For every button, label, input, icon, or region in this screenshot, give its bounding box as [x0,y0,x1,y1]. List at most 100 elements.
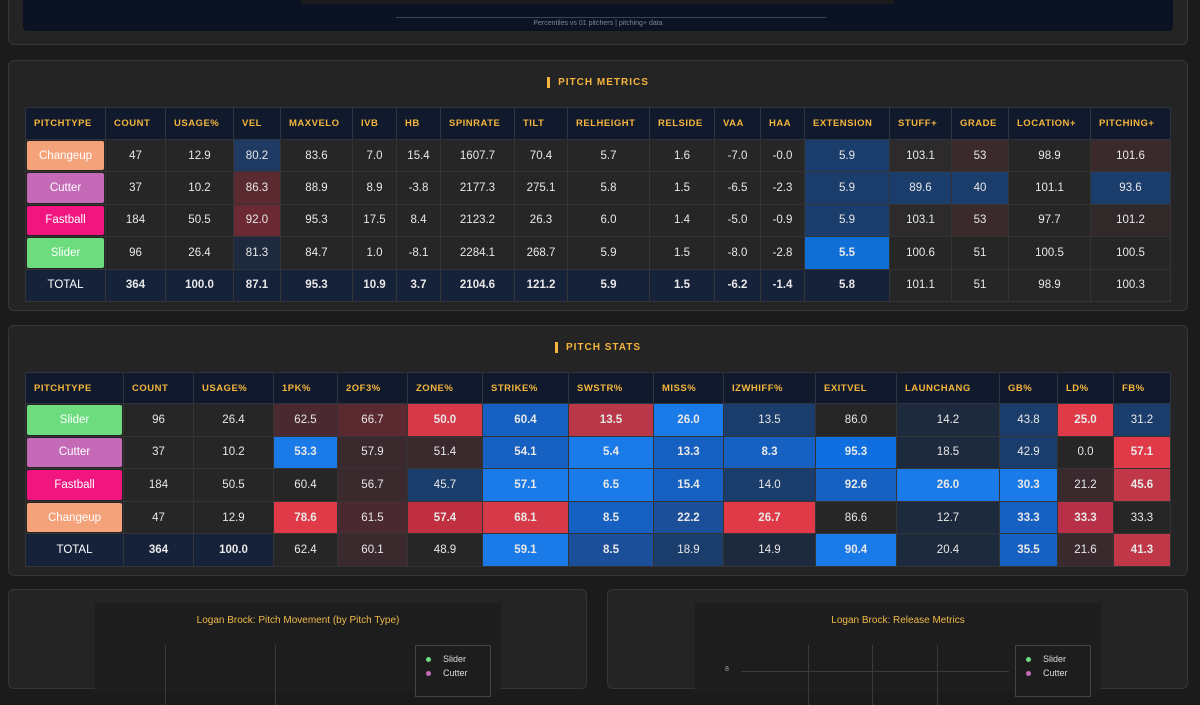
column-header: IVB [352,107,397,140]
table-cell: 100.0 [193,533,274,567]
table-cell: 18.5 [896,435,1000,470]
table-cell: 95.3 [280,203,353,238]
column-header: ZONE% [407,372,483,404]
table-cell: 10.2 [165,171,234,205]
table-cell: 96 [123,403,194,437]
table-cell: 184 [123,468,194,502]
table-cell: 8.5 [568,500,654,535]
column-header: VAA [714,107,761,140]
panel-title-text: PITCH STATS [554,342,642,353]
pitch-type-cell: Slider [25,236,106,270]
table-cell: 45.6 [1113,468,1171,502]
table-cell: 5.8 [804,268,890,302]
legend-entry: Cutter [416,666,490,680]
table-cell: 80.2 [233,138,281,173]
column-header: HB [396,107,441,140]
legend-label: Cutter [1043,668,1068,678]
table-cell: 42.9 [999,435,1058,470]
table-cell: 25.0 [1057,403,1114,437]
grid-line [741,671,1009,672]
table-cell: 93.6 [1090,171,1171,205]
table-cell: 43.8 [999,403,1058,437]
table-cell: 8.5 [568,533,654,567]
table-cell: 5.8 [567,171,650,205]
divider [396,17,826,18]
chart-area: Logan Brock: Release Metrics 8 Slider Cut… [695,603,1101,705]
table-cell: 57.1 [482,468,569,502]
table-cell: 26.4 [165,236,234,270]
table-cell: 14.9 [723,533,816,567]
table-row: Fastball 184 50.5 60.4 56.7 45.7 57.1 6.5 15.4 14… [25,468,1171,502]
pitch-type-label: Slider [27,405,122,435]
table-cell: 1.4 [649,203,715,238]
column-header: MAXVELO [280,107,353,140]
pitch-type-cell: Changeup [25,138,106,173]
note: Percentiles vs 01 pitchers | pitching+ d… [533,20,663,27]
table-cell: 70.4 [514,138,568,173]
table-cell: 87.1 [233,268,281,302]
table-cell: 5.9 [804,138,890,173]
table-cell: -7.0 [714,138,761,173]
table-cell: 22.2 [653,500,724,535]
table-cell: 103.1 [889,138,952,173]
legend: Slider Cutter [415,645,491,697]
table-cell: 1.0 [352,236,397,270]
column-header: LD% [1057,372,1114,404]
table-cell: -2.8 [760,236,805,270]
table-cell: 45.7 [407,468,483,502]
summary-image [301,0,894,4]
table-cell: 3.7 [396,268,441,302]
table-cell: 90.4 [815,533,897,567]
chart-area: Logan Brock: Pitch Movement (by Pitch Ty… [95,603,501,705]
pitch-type-cell: Cutter [25,171,106,205]
column-header: GRADE [951,107,1009,140]
panel-title: PITCH METRICS [9,77,1187,88]
table-cell: 37 [123,435,194,470]
table-cell: 26.4 [193,403,274,437]
table-cell: 61.5 [337,500,408,535]
legend: Slider Cutter [1015,645,1091,697]
column-header: VEL [233,107,281,140]
pitch-type-cell: TOTAL [25,533,124,567]
table-cell: 47 [105,138,166,173]
legend-marker [1026,656,1031,662]
table-cell: 103.1 [889,203,952,238]
table-cell: 1.6 [649,138,715,173]
table-cell: 40 [951,171,1009,205]
table-cell: 5.9 [804,171,890,205]
summary-card: Percentiles vs 01 pitchers | pitching+ d… [8,0,1188,45]
table-cell: 54.1 [482,435,569,470]
column-header: FB% [1113,372,1171,404]
table-cell: 57.9 [337,435,408,470]
table-cell: 100.5 [1090,236,1171,270]
column-header: 1PK% [273,372,338,404]
table-cell: 10.2 [193,435,274,470]
table-cell: 26.3 [514,203,568,238]
grid-line [937,645,938,705]
table-cell: 100.3 [1090,268,1171,302]
table-cell: -6.5 [714,171,761,205]
table-cell: 26.0 [653,403,724,437]
table-cell: 81.3 [233,236,281,270]
column-header: GB% [999,372,1058,404]
pitch-type-label: Fastball [27,470,122,500]
table-row: TOTAL 364 100.0 87.1 95.3 10.9 3.7 2104.6 121.2 5… [25,268,1171,302]
table-cell: 12.9 [165,138,234,173]
table-cell: 2177.3 [440,171,515,205]
table-cell: 101.2 [1090,203,1171,238]
table-cell: -2.3 [760,171,805,205]
table-cell: 53.3 [273,435,338,470]
table-cell: 8.9 [352,171,397,205]
pitch-type-cell: Fastball [25,468,124,502]
column-header: PITCHING+ [1090,107,1171,140]
table-cell: 5.5 [804,236,890,270]
table-cell: 51 [951,236,1009,270]
pitch-type-cell: Changeup [25,500,124,535]
table-cell: 66.7 [337,403,408,437]
column-header: PITCHTYPE [25,372,124,404]
pitch-type-label: TOTAL [56,544,93,557]
table-cell: 78.6 [273,500,338,535]
table-cell: 8.3 [723,435,816,470]
table-cell: 89.6 [889,171,952,205]
grid-line [275,645,276,705]
